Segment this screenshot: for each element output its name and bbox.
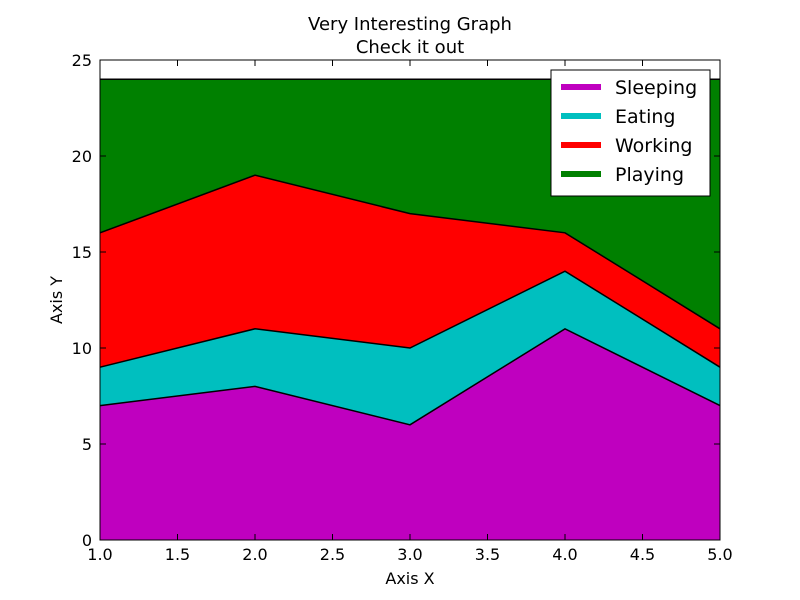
x-tick-label: 1.0 <box>87 545 112 564</box>
legend-label-eating: Eating <box>615 106 675 128</box>
x-tick-label: 5.0 <box>707 545 732 564</box>
chart-title: Very Interesting Graph <box>308 14 512 35</box>
y-axis-ticks: 0 5 10 15 20 25 <box>72 51 720 550</box>
x-tick-label: 2.5 <box>320 545 345 564</box>
y-tick-label: 10 <box>72 339 92 358</box>
x-axis-label: Axis X <box>385 569 434 588</box>
y-tick-label: 25 <box>72 51 92 70</box>
legend-label-working: Working <box>615 135 693 157</box>
x-tick-label: 4.5 <box>630 545 655 564</box>
y-tick-label: 0 <box>82 531 92 550</box>
legend-label-playing: Playing <box>615 164 684 186</box>
x-tick-label: 1.5 <box>165 545 190 564</box>
series-outlines <box>99 78 721 426</box>
y-tick-label: 5 <box>82 435 92 454</box>
legend-label-sleeping: Sleeping <box>615 77 697 99</box>
x-tick-label: 3.0 <box>397 545 422 564</box>
area-working <box>100 175 720 368</box>
outline-eating <box>99 270 721 368</box>
y-tick-label: 20 <box>72 147 92 166</box>
area-sleeping <box>100 328 720 540</box>
outline-sleeping <box>99 327 721 426</box>
x-tick-label: 2.0 <box>242 545 267 564</box>
y-tick-label: 15 <box>72 243 92 262</box>
y-axis-label: Axis Y <box>47 276 66 324</box>
chart-subtitle: Check it out <box>356 37 464 58</box>
legend: Sleeping Eating Working Playing <box>550 69 711 197</box>
x-axis-ticks: 1.0 1.5 2.0 2.5 3.0 3.5 4.0 4.5 5.0 <box>87 60 733 564</box>
x-tick-label: 4.0 <box>552 545 577 564</box>
x-tick-label: 3.5 <box>475 545 500 564</box>
outline-working <box>99 174 721 330</box>
